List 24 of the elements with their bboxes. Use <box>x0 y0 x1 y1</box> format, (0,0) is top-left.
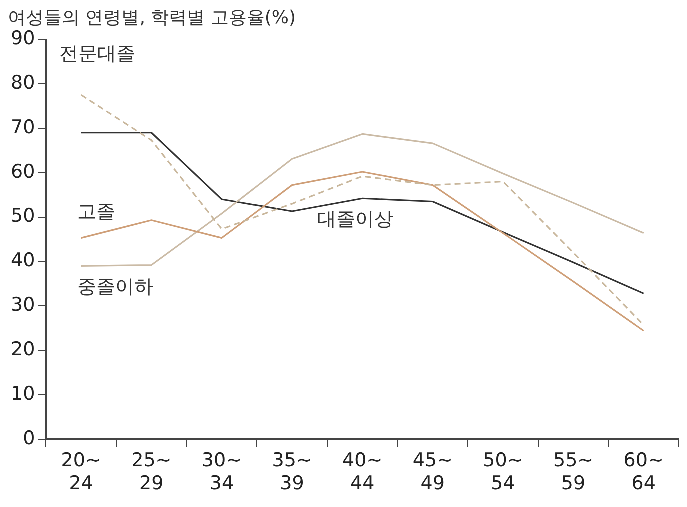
chart-title: 여성들의 연령별, 학력별 고용율(%) <box>8 7 296 28</box>
y-tick-label: 70 <box>10 116 36 138</box>
y-tick-label: 0 <box>23 427 36 450</box>
x-tick-label: 40~ 44 <box>342 450 383 495</box>
y-tick-label: 30 <box>10 294 36 316</box>
y-tick-label: 90 <box>10 28 36 50</box>
x-tick-label: 60~ 64 <box>624 450 664 495</box>
x-tick-label: 50~ 54 <box>483 450 524 495</box>
series-label: 대졸이상 <box>318 208 394 231</box>
x-tick-label: 45~ 49 <box>412 450 453 495</box>
series-label: 고졸 <box>77 201 116 224</box>
x-tick-label: 25~ 29 <box>132 450 172 495</box>
y-tick-label: 60 <box>10 160 36 183</box>
x-tick-label: 20~ 24 <box>61 450 102 495</box>
x-tick-label: 30~ 34 <box>202 450 242 495</box>
y-tick-label: 20 <box>10 338 36 360</box>
y-tick-label: 10 <box>10 382 36 405</box>
series-label: 전문대졸 <box>59 43 136 66</box>
series-label: 중졸이하 <box>77 276 154 298</box>
y-tick-label: 40 <box>10 250 36 272</box>
y-tick-label: 80 <box>10 72 36 94</box>
y-tick-label: 50 <box>10 205 36 228</box>
x-tick-label: 35~ 39 <box>272 450 312 495</box>
x-tick-label: 55~ 59 <box>553 450 594 495</box>
